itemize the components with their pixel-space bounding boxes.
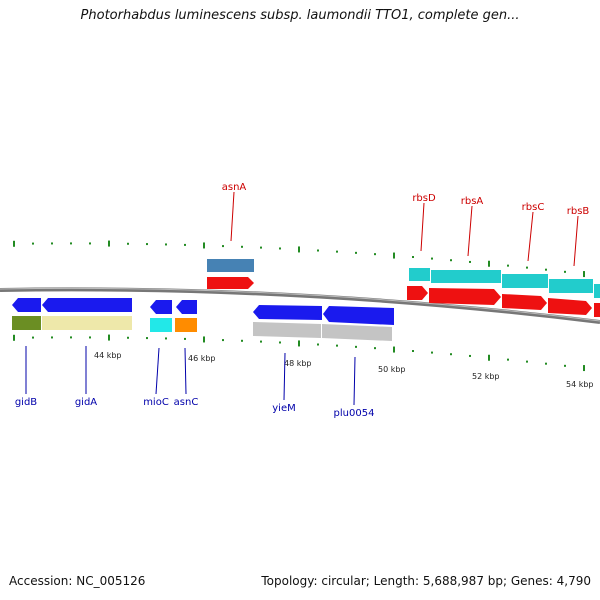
rbs-feature-cyan-1[interactable] — [409, 268, 430, 281]
asnA-leader — [230, 191, 235, 242]
mioC-leader — [155, 347, 160, 395]
rbsB-label[interactable]: rbsB — [567, 206, 590, 217]
accession-text: Accession: NC_005126 — [9, 574, 146, 588]
rbsC-leader — [527, 211, 534, 262]
asnC-feature-box[interactable] — [175, 318, 197, 332]
rbs-feature-cyan-3[interactable] — [502, 274, 548, 288]
rbsD-leader — [420, 202, 425, 252]
asnC-leader — [184, 347, 187, 395]
rbsD-label[interactable]: rbsD — [412, 193, 436, 204]
yieM-leader — [283, 352, 286, 401]
mioC-feature-arrow[interactable] — [150, 300, 172, 314]
gidB-feature-arrow[interactable] — [12, 298, 41, 312]
rbsC-label[interactable]: rbsC — [522, 202, 545, 213]
yieM-label[interactable]: yieM — [272, 403, 295, 414]
scale-label-52: 52 kbp — [472, 372, 500, 381]
genome-backbone-highlight — [0, 287, 600, 322]
plu0054-label[interactable]: plu0054 — [334, 408, 375, 419]
gidA-feature-arrow[interactable] — [42, 298, 132, 312]
rbs-feature-cyan-4[interactable] — [549, 279, 593, 293]
rbsB-feature[interactable] — [548, 298, 592, 315]
plu0054-leader — [353, 356, 356, 406]
gidA-feature-box[interactable] — [42, 316, 132, 330]
asnC-label[interactable]: asnC — [174, 397, 199, 408]
rbs-feature-cyan-5[interactable] — [594, 284, 600, 298]
mioC-feature-box[interactable] — [150, 318, 172, 332]
asnA-feature-red[interactable] — [207, 277, 254, 289]
map-title: Photorhabdus luminescens subsp. laumondi… — [80, 8, 520, 23]
genome-backbone — [0, 287, 600, 324]
asnA-feature-steel[interactable] — [207, 259, 254, 272]
rbsD-feature[interactable] — [407, 286, 428, 300]
rbsA-leader — [467, 205, 473, 257]
scale-label-50: 50 kbp — [378, 365, 406, 374]
rbsB-leader — [573, 215, 579, 267]
plu0054-feature-arrow[interactable] — [323, 306, 394, 325]
mioC-label[interactable]: mioC — [143, 397, 169, 408]
scale-label-48: 48 kbp — [284, 359, 312, 368]
yieM-feature-box[interactable] — [253, 322, 321, 338]
scale-label-44: 44 kbp — [94, 351, 122, 360]
genome-summary-text: Topology: circular; Length: 5,688,987 bp… — [261, 574, 591, 588]
gidB-label[interactable]: gidB — [15, 397, 37, 408]
asnC-feature-arrow[interactable] — [176, 300, 197, 314]
gidB-feature-box[interactable] — [12, 316, 41, 330]
rbs-feature-cyan-2[interactable] — [431, 270, 501, 283]
scale-label-46: 46 kbp — [188, 354, 216, 363]
scale-label-54: 54 kbp — [566, 380, 594, 389]
rbsC-feature[interactable] — [502, 294, 547, 310]
tick-row-top — [13, 240, 585, 278]
rbs-feature-red-edge[interactable] — [594, 303, 600, 317]
asnA-label[interactable]: asnA — [222, 182, 247, 193]
tick-row-bottom — [13, 334, 585, 372]
rbsA-feature[interactable] — [429, 288, 501, 305]
plu0054-feature-box[interactable] — [322, 324, 392, 341]
yieM-feature-arrow[interactable] — [253, 305, 322, 320]
gidA-label[interactable]: gidA — [75, 397, 97, 408]
rbsA-label[interactable]: rbsA — [461, 196, 484, 207]
